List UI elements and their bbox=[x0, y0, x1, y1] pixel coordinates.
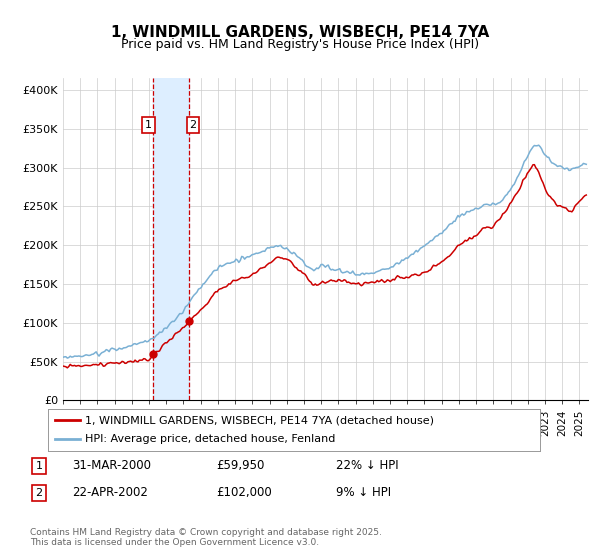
Text: 31-MAR-2000: 31-MAR-2000 bbox=[72, 459, 151, 473]
Text: 1, WINDMILL GARDENS, WISBECH, PE14 7YA: 1, WINDMILL GARDENS, WISBECH, PE14 7YA bbox=[111, 25, 489, 40]
Text: 2: 2 bbox=[35, 488, 43, 498]
Text: 1, WINDMILL GARDENS, WISBECH, PE14 7YA (detached house): 1, WINDMILL GARDENS, WISBECH, PE14 7YA (… bbox=[85, 415, 434, 425]
Text: 22% ↓ HPI: 22% ↓ HPI bbox=[336, 459, 398, 473]
Text: Price paid vs. HM Land Registry's House Price Index (HPI): Price paid vs. HM Land Registry's House … bbox=[121, 38, 479, 52]
Bar bbox=[153, 78, 188, 400]
Text: HPI: Average price, detached house, Fenland: HPI: Average price, detached house, Fenl… bbox=[85, 435, 335, 445]
Text: 2: 2 bbox=[190, 120, 197, 130]
Text: 9% ↓ HPI: 9% ↓ HPI bbox=[336, 486, 391, 500]
Text: Contains HM Land Registry data © Crown copyright and database right 2025.
This d: Contains HM Land Registry data © Crown c… bbox=[30, 528, 382, 547]
Text: 1: 1 bbox=[145, 120, 152, 130]
Text: £102,000: £102,000 bbox=[216, 486, 272, 500]
Text: 1: 1 bbox=[35, 461, 43, 471]
Text: 22-APR-2002: 22-APR-2002 bbox=[72, 486, 148, 500]
Text: £59,950: £59,950 bbox=[216, 459, 265, 473]
